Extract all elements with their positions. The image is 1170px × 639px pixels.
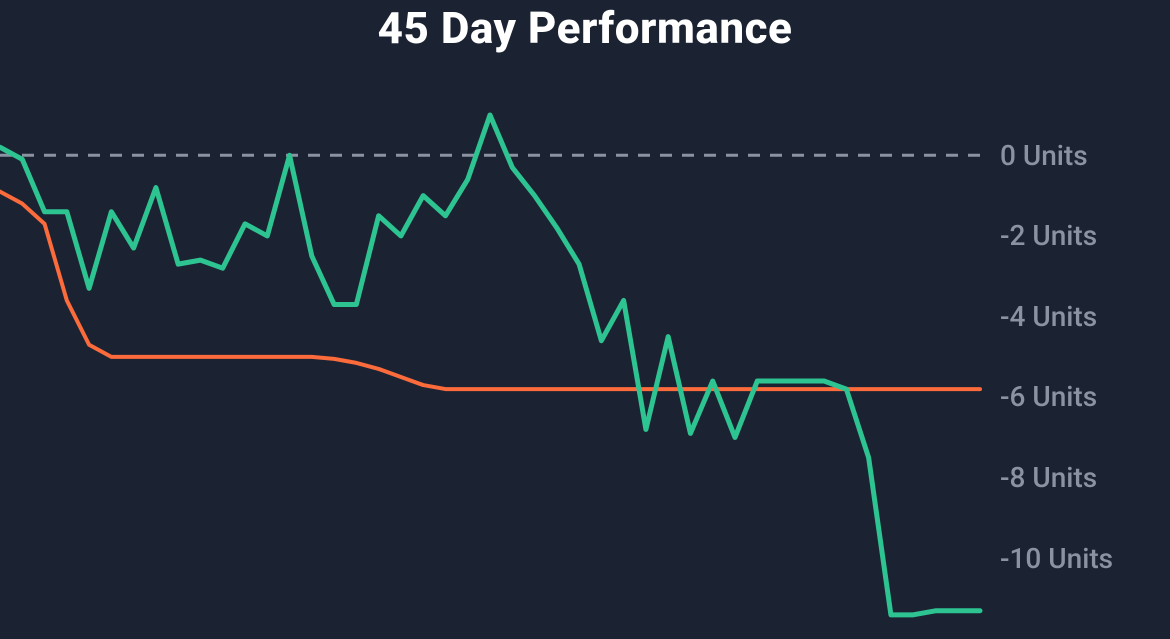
y-tick-label: -4 Units (1000, 300, 1097, 333)
y-tick-label: -2 Units (1000, 219, 1097, 252)
y-tick-label: -6 Units (1000, 380, 1097, 413)
y-tick-label: -10 Units (1000, 542, 1113, 575)
chart-canvas (0, 0, 1170, 639)
performance-chart: 45 Day Performance 0 Units-2 Units-4 Uni… (0, 0, 1170, 639)
y-tick-label: -8 Units (1000, 461, 1097, 494)
y-tick-label: 0 Units (1000, 139, 1088, 172)
series-green (0, 115, 980, 615)
series-orange (0, 192, 980, 390)
